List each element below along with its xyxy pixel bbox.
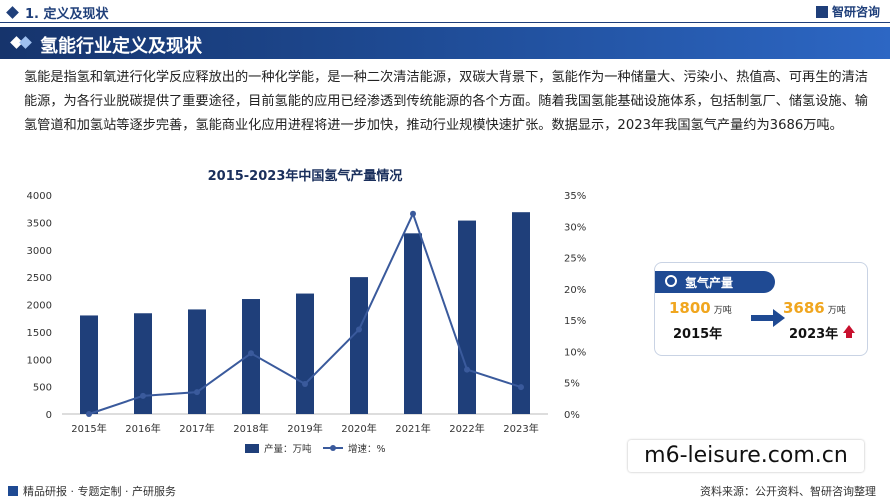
value-2015: 1800 万吨 xyxy=(669,299,732,317)
bar xyxy=(296,293,314,414)
y-right-tick-label: 20% xyxy=(564,285,586,296)
section-text: 1. 定义及现状 xyxy=(25,7,109,22)
x-tick-label: 2016年 xyxy=(125,422,160,435)
y-left-tick-label: 4000 xyxy=(27,191,52,202)
legend-bar-swatch xyxy=(245,444,259,453)
card-title: 氢气产量 xyxy=(685,276,734,290)
y-right-tick-label: 25% xyxy=(564,254,586,265)
value-2023-number: 3686 xyxy=(783,299,825,317)
diamond-icon xyxy=(6,6,19,19)
up-arrow-icon xyxy=(843,325,855,333)
y-right-tick-label: 10% xyxy=(564,347,586,358)
data-source: 资料来源：公开资料、智研咨询整理 xyxy=(700,485,876,498)
brand-logo: 智研咨询 xyxy=(815,3,880,20)
growth-point xyxy=(86,411,92,417)
legend-line-label: 增速：% xyxy=(348,443,386,455)
x-tick-label: 2017年 xyxy=(179,422,214,435)
y-left-tick-label: 1500 xyxy=(27,328,52,339)
bar xyxy=(188,309,206,414)
y-left-tick-label: 3000 xyxy=(27,246,52,257)
top-header: 1. 定义及现状 智研咨询 xyxy=(0,0,890,23)
bar xyxy=(80,315,98,414)
y-left-tick-label: 2000 xyxy=(27,301,52,312)
y-right-tick-label: 30% xyxy=(564,222,586,233)
growth-point xyxy=(356,326,362,333)
chart-title: 2015-2023年中国氢气产量情况 xyxy=(207,169,403,184)
page-title: 氢能行业定义及现状 xyxy=(40,36,202,57)
legend-line-marker xyxy=(330,445,336,451)
y-right-tick-label: 5% xyxy=(564,379,580,390)
x-tick-label: 2020年 xyxy=(341,422,376,435)
production-chart: 0 500 1000 1500 2000 2500 3000 3500 4000 0% 5% 10% 1… xyxy=(27,191,587,455)
bar xyxy=(350,277,368,414)
footer-logo-icon xyxy=(8,486,18,496)
section-label: 1. 定义及现状 xyxy=(6,3,109,22)
y-left-tick-label: 3500 xyxy=(27,218,52,229)
intro-paragraph: 氢能是指氢和氧进行化学反应释放出的一种化学能，是一种二次清洁能源，双碳大背景下，… xyxy=(24,70,868,133)
bar xyxy=(404,233,422,414)
growth-point xyxy=(302,380,308,387)
growth-point xyxy=(140,392,146,399)
x-tick-label: 2022年 xyxy=(449,422,484,435)
bar xyxy=(458,220,476,414)
growth-point xyxy=(464,366,470,373)
logo-icon xyxy=(815,6,828,18)
x-tick-label: 2021年 xyxy=(395,422,430,435)
growth-point xyxy=(410,210,416,217)
unit-label: 万吨 xyxy=(827,306,846,316)
card-header: 氢气产量 xyxy=(655,271,775,293)
x-tick-label: 2015年 xyxy=(71,422,106,435)
bar xyxy=(242,299,260,414)
value-2023: 3686 万吨 xyxy=(783,299,846,317)
bar xyxy=(134,313,152,414)
summary-card: 氢气产量 1800 万吨 3686 万吨 2015年 2023年 xyxy=(654,262,868,356)
y-left-tick-label: 1000 xyxy=(27,355,52,366)
y-right-tick-label: 15% xyxy=(564,316,586,327)
title-bar: 氢能行业定义及现状 xyxy=(0,27,890,59)
arrow-right-icon xyxy=(751,309,785,327)
diamond-icon xyxy=(19,36,32,49)
bar xyxy=(512,212,530,414)
watermark-banner: m6-leisure.com.cn xyxy=(628,440,864,472)
footer-tagline: 精品研报 · 专题定制 · 产研服务 xyxy=(8,483,176,499)
x-tick-label: 2023年 xyxy=(503,422,538,435)
x-tick-label: 2019年 xyxy=(287,422,322,435)
hydrogen-icon xyxy=(665,275,677,287)
year-2015: 2015年 xyxy=(673,327,723,342)
growth-point xyxy=(248,350,254,357)
y-left-tick-label: 2500 xyxy=(27,273,52,284)
footer: 精品研报 · 专题定制 · 产研服务 资料来源：公开资料、智研咨询整理 xyxy=(0,480,890,500)
growth-point xyxy=(518,384,524,391)
y-left-tick-label: 500 xyxy=(33,383,52,394)
brand-text: 智研咨询 xyxy=(831,5,880,19)
y-left-tick-label: 0 xyxy=(46,410,52,421)
x-tick-label: 2018年 xyxy=(233,422,268,435)
up-arrow-stem xyxy=(846,332,852,338)
growth-point xyxy=(194,389,200,396)
legend-bar-label: 产量：万吨 xyxy=(264,443,312,455)
footer-tagline-text: 精品研报 · 专题定制 · 产研服务 xyxy=(23,485,176,498)
value-2015-number: 1800 xyxy=(669,299,711,317)
unit-label: 万吨 xyxy=(713,306,732,316)
y-right-tick-label: 0% xyxy=(564,410,580,421)
y-right-tick-label: 35% xyxy=(564,191,586,202)
year-2023: 2023年 xyxy=(789,327,839,342)
